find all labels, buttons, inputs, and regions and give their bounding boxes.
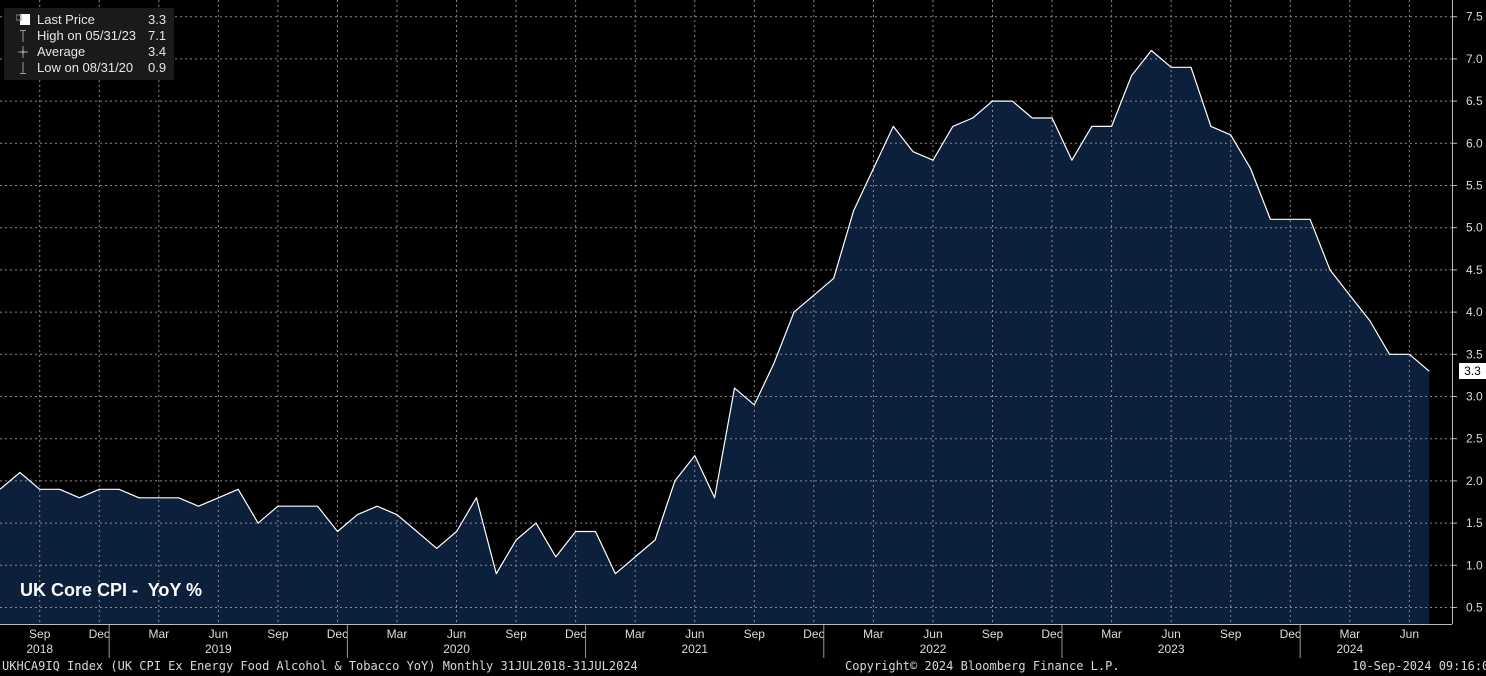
x-month-label: Jun — [209, 627, 228, 641]
footer-ticker-description: UKHCA9IQ Index (UK CPI Ex Energy Food Al… — [2, 659, 638, 673]
average-marker-icon — [18, 46, 28, 58]
x-month-label: Mar — [625, 627, 646, 641]
cpi-line — [0, 49, 1430, 575]
x-month-label: Sep — [982, 627, 1004, 641]
x-month-label: Mar — [863, 627, 884, 641]
y-tick-label: 0.5 — [1466, 601, 1483, 615]
y-tick-label: 2.5 — [1466, 432, 1483, 446]
x-year-label: 2019 — [205, 642, 232, 656]
cpi-area — [0, 50, 1430, 624]
y-tick-label: 2.0 — [1466, 474, 1483, 488]
footer-timestamp: 10-Sep-2024 09:16:07 — [1352, 659, 1486, 673]
y-tick-label: 6.5 — [1466, 94, 1483, 108]
x-month-label: Dec — [1041, 627, 1062, 641]
y-tick-label: 4.0 — [1466, 305, 1483, 319]
y-tick-label: 7.5 — [1466, 10, 1483, 24]
legend-high: High on 05/31/23 7.1 — [4, 28, 174, 44]
chart-grid — [0, 0, 1452, 624]
x-year-label: 2018 — [26, 642, 53, 656]
x-month-label: Sep — [505, 627, 527, 641]
chart-legend: Last Price 3.3 High on 05/31/23 7.1 Aver… — [4, 8, 174, 80]
x-month-label: Dec — [327, 627, 348, 641]
y-tick-label: 3.0 — [1466, 390, 1483, 404]
x-month-label: Dec — [565, 627, 586, 641]
square-marker-icon — [16, 14, 30, 25]
x-year-label: 2024 — [1336, 642, 1363, 656]
low-marker-icon — [20, 62, 26, 74]
x-month-label: Mar — [148, 627, 169, 641]
legend-last-label: Last Price — [37, 12, 95, 27]
legend-high-value: 7.1 — [148, 28, 167, 43]
legend-average: Average 3.4 — [4, 44, 174, 60]
y-tick-label: 6.0 — [1466, 136, 1483, 150]
x-month-label: Dec — [1280, 627, 1301, 641]
legend-low: Low on 08/31/20 0.9 — [4, 60, 174, 76]
x-month-label: Sep — [1220, 627, 1242, 641]
x-month-label: Sep — [267, 627, 289, 641]
x-month-label: Dec — [89, 627, 110, 641]
x-month-label: Jun — [923, 627, 942, 641]
y-tick-label: 1.5 — [1466, 516, 1483, 530]
x-month-label: Mar — [387, 627, 408, 641]
x-year-label: 2020 — [443, 642, 470, 656]
x-month-label: Dec — [803, 627, 824, 641]
x-month-label: Mar — [1339, 627, 1360, 641]
legend-low-label: Low on 08/31/20 — [37, 60, 134, 75]
high-marker-icon — [20, 30, 26, 42]
x-month-label: Jun — [1161, 627, 1180, 641]
footer-copyright: Copyright© 2024 Bloomberg Finance L.P. — [845, 659, 1120, 673]
y-tick-label: 1.0 — [1466, 558, 1483, 572]
x-month-label: Jun — [685, 627, 704, 641]
x-month-label: Sep — [29, 627, 51, 641]
legend-last-price: Last Price 3.3 — [4, 12, 174, 28]
y-tick-label: 5.5 — [1466, 179, 1483, 193]
x-year-label: 2021 — [681, 642, 708, 656]
last-value-tag: 3.3 — [1459, 363, 1486, 379]
x-month-label: Jun — [447, 627, 466, 641]
x-year-label: 2023 — [1158, 642, 1185, 656]
y-tick-label: 7.0 — [1466, 52, 1483, 66]
legend-last-value: 3.3 — [148, 12, 167, 27]
x-month-label: Jun — [1400, 627, 1419, 641]
x-month-label: Sep — [744, 627, 766, 641]
chart-title: UK Core CPI - YoY % — [20, 580, 203, 600]
legend-high-label: High on 05/31/23 — [37, 28, 137, 43]
chart-axes: 0.5 1.0 1.5 2.0 2.5 3.0 3.5 4.0 4.5 5.0 5.5 6.0 6.5 7… — [0, 0, 1483, 658]
x-year-label: 2022 — [920, 642, 947, 656]
y-tick-label: 4.5 — [1466, 263, 1483, 277]
legend-average-value: 3.4 — [148, 44, 167, 59]
legend-low-value: 0.9 — [148, 60, 167, 75]
y-tick-label: 5.0 — [1466, 221, 1483, 235]
y-tick-label: 3.5 — [1466, 347, 1483, 361]
legend-average-label: Average — [37, 44, 86, 59]
x-month-label: Mar — [1101, 627, 1122, 641]
